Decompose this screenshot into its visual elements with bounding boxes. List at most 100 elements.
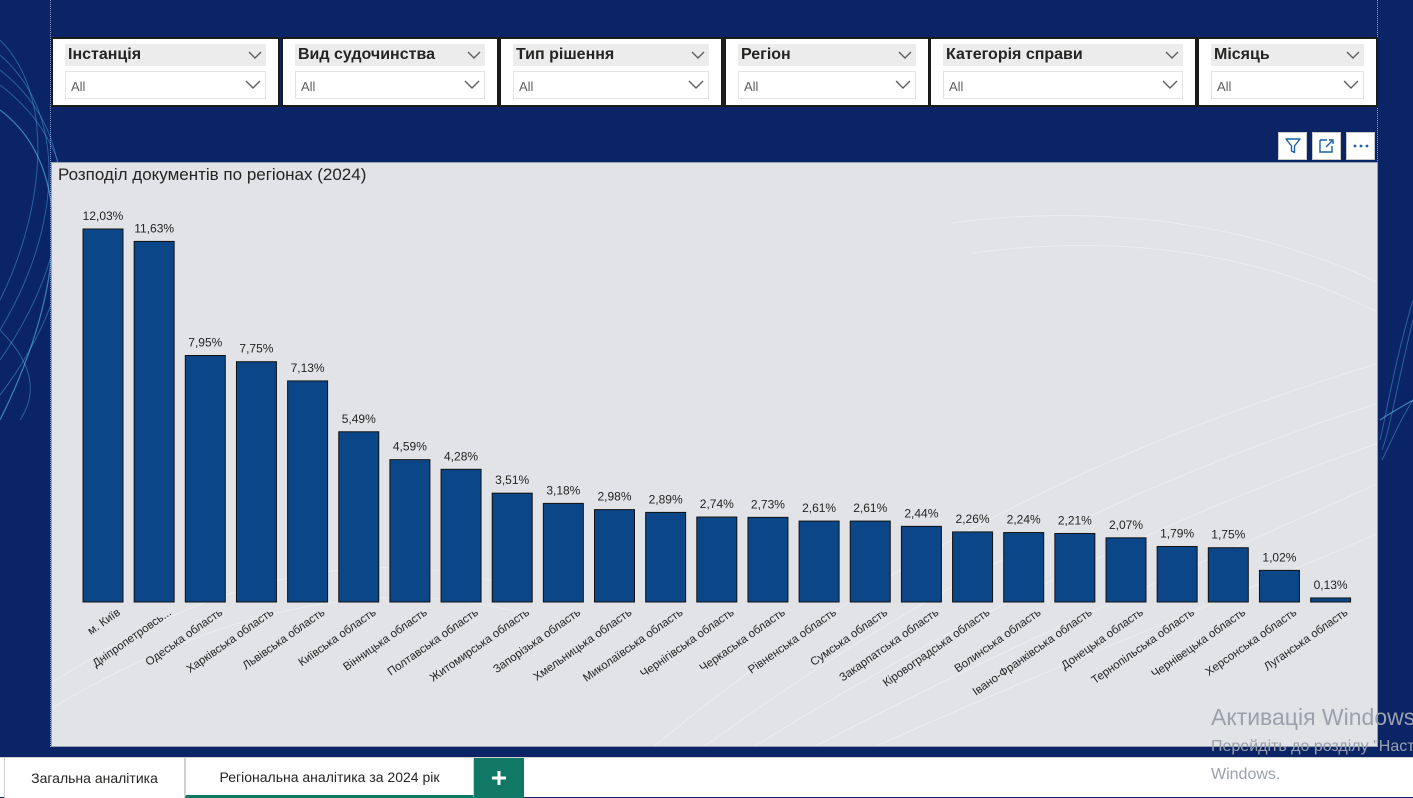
data-label-9: 3,51% xyxy=(495,473,529,487)
slicer-dropdown-decision[interactable]: All xyxy=(513,71,709,99)
bar-23[interactable] xyxy=(1207,547,1249,603)
slicer-dropdown-proceeding[interactable]: All xyxy=(295,71,485,99)
bar-22[interactable] xyxy=(1156,545,1198,603)
chevron-down-icon xyxy=(248,51,262,59)
visual-more-options-button[interactable] xyxy=(1346,132,1375,160)
slicer-selected-value: All xyxy=(301,79,316,94)
x-tick-label-23: Чернівецька область xyxy=(1150,607,1248,681)
windows-activation-watermark: Активація Windows Перейдіть до розділу "… xyxy=(1211,704,1413,787)
bar-17[interactable] xyxy=(900,525,942,603)
slicer-region: Регіон All xyxy=(724,37,930,107)
data-label-25: 0,13% xyxy=(1314,578,1348,592)
bar-4[interactable] xyxy=(235,361,277,603)
bar-5[interactable] xyxy=(287,380,329,603)
chevron-down-icon xyxy=(895,80,911,89)
slicer-title: Вид судочинства xyxy=(298,46,435,63)
data-label-21: 2,07% xyxy=(1109,518,1143,532)
bar-20[interactable] xyxy=(1054,532,1096,603)
slicer-dropdown-region[interactable]: All xyxy=(738,71,916,99)
data-label-23: 1,75% xyxy=(1211,528,1245,542)
slicer-month: Місяць All xyxy=(1197,37,1378,107)
tab-regional-analytics[interactable]: Регіональна аналітика за 2024 рік xyxy=(185,758,474,798)
slicer-title: Категорія справи xyxy=(946,46,1083,63)
x-tick-label-15: Рівненська область xyxy=(746,607,839,677)
chevron-down-icon xyxy=(464,80,480,89)
bar-16[interactable] xyxy=(849,520,891,603)
tab-general-analytics[interactable]: Загальна аналітика xyxy=(4,758,185,798)
x-tick-label-17: Закарпатська область xyxy=(837,607,941,685)
data-label-3: 7,95% xyxy=(188,336,222,350)
visual-filter-button[interactable] xyxy=(1278,132,1307,160)
x-tick-label-7: Вінницька область xyxy=(341,607,429,674)
data-label-11: 2,98% xyxy=(597,490,631,504)
slicer-selected-value: All xyxy=(71,79,86,94)
bar-19[interactable] xyxy=(1003,532,1045,603)
bar-chart-visual[interactable]: Розподіл документів по регіонах (2024) 1… xyxy=(51,162,1378,747)
data-label-4: 7,75% xyxy=(239,342,273,356)
visual-focus-mode-button[interactable] xyxy=(1312,132,1341,160)
slicer-title: Місяць xyxy=(1214,46,1270,63)
chevron-down-icon xyxy=(245,80,261,89)
slicer-title: Тип рішення xyxy=(516,46,615,63)
x-tick-label-12: Миколаївська область xyxy=(581,607,685,685)
slicer-title: Регіон xyxy=(741,46,791,63)
bar-chart: 12,03%м. Київ11,63%Дніпропетровсь...7,95… xyxy=(82,209,1352,698)
data-label-14: 2,73% xyxy=(751,497,785,511)
slicer-selected-value: All xyxy=(744,79,759,94)
x-tick-label-1: м. Київ xyxy=(86,607,123,638)
data-label-10: 3,18% xyxy=(546,483,580,497)
slicer-header[interactable]: Вид судочинства xyxy=(295,44,485,66)
data-label-20: 2,21% xyxy=(1058,513,1092,527)
bar-10[interactable] xyxy=(542,502,584,603)
chevron-down-icon xyxy=(1162,80,1178,89)
bar-11[interactable] xyxy=(594,509,635,603)
focus-mode-icon xyxy=(1318,139,1334,153)
slicer-header[interactable]: Регіон xyxy=(738,44,916,66)
bar-13[interactable] xyxy=(696,516,738,603)
bar-21[interactable] xyxy=(1105,537,1147,603)
chevron-down-icon xyxy=(688,80,704,89)
add-page-button[interactable] xyxy=(474,758,524,798)
chart-title: Розподіл документів по регіонах (2024) xyxy=(58,165,367,184)
bar-25[interactable] xyxy=(1310,597,1352,603)
filter-icon xyxy=(1284,138,1301,154)
tab-label: Загальна аналітика xyxy=(31,770,158,786)
slicer-header[interactable]: Тип рішення xyxy=(513,44,709,66)
watermark-title: Активація Windows xyxy=(1211,704,1413,730)
bar-3[interactable] xyxy=(184,355,226,603)
data-label-2: 11,63% xyxy=(134,221,174,235)
bar-2[interactable] xyxy=(133,240,175,603)
slicer-dropdown-month[interactable]: All xyxy=(1211,71,1364,99)
bar-6[interactable] xyxy=(338,431,380,603)
slicer-instance: Інстанція All xyxy=(51,37,280,107)
chevron-down-icon xyxy=(1165,51,1179,59)
slicer-header[interactable]: Категорія справи xyxy=(943,44,1183,66)
chevron-down-icon xyxy=(898,51,912,59)
bar-18[interactable] xyxy=(952,531,994,603)
bar-9[interactable] xyxy=(491,492,533,603)
bar-15[interactable] xyxy=(798,520,840,603)
slicer-dropdown-instance[interactable]: All xyxy=(65,71,266,99)
data-label-13: 2,74% xyxy=(700,497,734,511)
x-tick-label-22: Тернопільська область xyxy=(1090,607,1197,687)
bar-12[interactable] xyxy=(645,511,687,603)
more-options-icon xyxy=(1353,144,1368,148)
data-label-24: 1,02% xyxy=(1262,550,1296,564)
slicer-header[interactable]: Місяць xyxy=(1211,44,1364,66)
data-label-8: 4,28% xyxy=(444,449,478,463)
data-label-18: 2,26% xyxy=(956,512,990,526)
x-tick-label-24: Херсонська область xyxy=(1204,607,1300,679)
bar-8[interactable] xyxy=(440,468,482,603)
bar-24[interactable] xyxy=(1258,569,1300,603)
bar-1[interactable] xyxy=(82,228,124,603)
bar-14[interactable] xyxy=(747,516,789,603)
slicer-category: Категорія справи All xyxy=(929,37,1197,107)
slicer-dropdown-category[interactable]: All xyxy=(943,71,1183,99)
slicer-header[interactable]: Інстанція xyxy=(65,44,266,66)
slicer-title: Інстанція xyxy=(68,46,142,63)
data-label-17: 2,44% xyxy=(904,506,938,520)
bar-7[interactable] xyxy=(389,459,431,603)
data-label-5: 7,13% xyxy=(291,361,325,375)
data-label-7: 4,59% xyxy=(393,440,427,454)
data-label-16: 2,61% xyxy=(853,501,887,515)
